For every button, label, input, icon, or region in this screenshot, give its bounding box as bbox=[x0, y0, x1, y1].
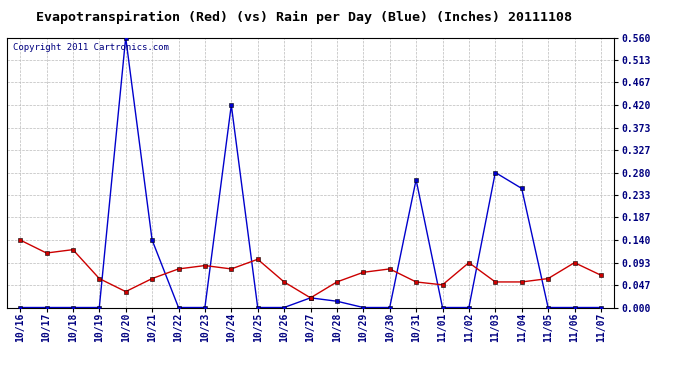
Text: Copyright 2011 Cartronics.com: Copyright 2011 Cartronics.com bbox=[13, 43, 169, 52]
Text: Evapotranspiration (Red) (vs) Rain per Day (Blue) (Inches) 20111108: Evapotranspiration (Red) (vs) Rain per D… bbox=[36, 11, 571, 24]
